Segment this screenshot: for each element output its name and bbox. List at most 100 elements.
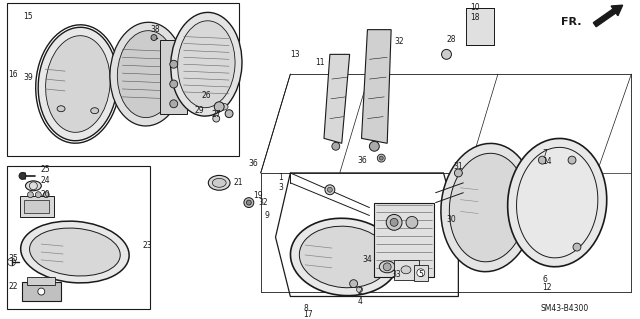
Circle shape bbox=[390, 219, 398, 226]
Text: 1: 1 bbox=[278, 174, 284, 182]
Polygon shape bbox=[324, 54, 349, 143]
Text: 6: 6 bbox=[542, 275, 547, 284]
Bar bbox=[24, 200, 49, 213]
Bar bbox=[6, 166, 150, 309]
Text: 13: 13 bbox=[291, 50, 300, 59]
Text: 18: 18 bbox=[470, 13, 480, 22]
Circle shape bbox=[406, 216, 418, 228]
Bar bbox=[374, 203, 434, 277]
Circle shape bbox=[225, 110, 233, 118]
Circle shape bbox=[568, 156, 576, 164]
Bar bbox=[467, 8, 494, 46]
Text: 7: 7 bbox=[542, 149, 547, 158]
Circle shape bbox=[417, 269, 425, 277]
Bar bbox=[6, 3, 239, 156]
Ellipse shape bbox=[20, 221, 129, 283]
Circle shape bbox=[538, 156, 547, 164]
Circle shape bbox=[386, 214, 402, 230]
Text: 36: 36 bbox=[249, 159, 259, 167]
Circle shape bbox=[44, 192, 49, 198]
Text: 17: 17 bbox=[303, 310, 313, 319]
Text: 4: 4 bbox=[358, 297, 362, 306]
Circle shape bbox=[383, 263, 391, 271]
Text: 28: 28 bbox=[447, 35, 456, 44]
Polygon shape bbox=[160, 40, 187, 114]
Circle shape bbox=[349, 280, 358, 288]
Text: 10: 10 bbox=[470, 4, 480, 12]
Bar bbox=[28, 277, 55, 285]
Text: 24: 24 bbox=[40, 176, 50, 185]
Text: 33: 33 bbox=[391, 270, 401, 279]
Ellipse shape bbox=[401, 266, 411, 274]
Text: 35: 35 bbox=[9, 255, 19, 263]
Ellipse shape bbox=[300, 226, 390, 288]
Circle shape bbox=[19, 173, 26, 179]
Text: 12: 12 bbox=[542, 283, 552, 292]
Circle shape bbox=[328, 187, 332, 192]
Ellipse shape bbox=[110, 22, 184, 126]
Text: 32: 32 bbox=[394, 37, 404, 46]
Bar bbox=[414, 265, 428, 281]
Text: 15: 15 bbox=[24, 12, 33, 21]
Circle shape bbox=[454, 169, 462, 177]
Text: 22: 22 bbox=[9, 282, 18, 291]
Text: 25: 25 bbox=[40, 166, 50, 174]
Text: 30: 30 bbox=[447, 215, 456, 224]
Ellipse shape bbox=[171, 12, 242, 116]
Ellipse shape bbox=[26, 181, 42, 191]
Text: 29: 29 bbox=[195, 106, 204, 115]
Circle shape bbox=[151, 34, 157, 41]
Text: 8: 8 bbox=[303, 304, 308, 313]
Ellipse shape bbox=[508, 138, 607, 267]
Text: 11: 11 bbox=[315, 58, 324, 67]
Circle shape bbox=[356, 286, 362, 293]
Text: 20: 20 bbox=[40, 190, 50, 199]
Text: 2: 2 bbox=[358, 287, 362, 296]
Text: 36: 36 bbox=[358, 156, 367, 165]
Text: 5: 5 bbox=[419, 270, 424, 279]
Circle shape bbox=[573, 243, 581, 251]
Ellipse shape bbox=[117, 31, 177, 118]
Ellipse shape bbox=[57, 106, 65, 112]
Ellipse shape bbox=[380, 261, 395, 273]
Circle shape bbox=[246, 200, 252, 205]
Text: FR.: FR. bbox=[561, 17, 582, 27]
Ellipse shape bbox=[178, 21, 235, 108]
Ellipse shape bbox=[449, 153, 527, 262]
Circle shape bbox=[214, 102, 224, 112]
Text: 31: 31 bbox=[453, 161, 463, 171]
Ellipse shape bbox=[209, 175, 230, 190]
Circle shape bbox=[442, 49, 451, 59]
Ellipse shape bbox=[212, 178, 226, 187]
Text: 27: 27 bbox=[211, 110, 221, 119]
Ellipse shape bbox=[29, 228, 120, 276]
Ellipse shape bbox=[291, 218, 399, 296]
Ellipse shape bbox=[218, 103, 228, 110]
Circle shape bbox=[369, 141, 380, 151]
Bar bbox=[394, 260, 419, 280]
Circle shape bbox=[244, 198, 254, 208]
Bar bbox=[22, 282, 61, 301]
Text: 19: 19 bbox=[253, 191, 262, 200]
Ellipse shape bbox=[38, 27, 118, 141]
Text: 38: 38 bbox=[150, 25, 159, 34]
Text: 23: 23 bbox=[142, 241, 152, 249]
Text: 21: 21 bbox=[233, 178, 243, 187]
Circle shape bbox=[378, 154, 385, 162]
Text: 3: 3 bbox=[278, 183, 284, 192]
Text: 9: 9 bbox=[265, 211, 269, 220]
Text: 14: 14 bbox=[542, 157, 552, 166]
Circle shape bbox=[28, 192, 33, 198]
Circle shape bbox=[332, 142, 340, 150]
Circle shape bbox=[35, 192, 42, 198]
Ellipse shape bbox=[441, 144, 535, 272]
Circle shape bbox=[170, 100, 178, 108]
Circle shape bbox=[170, 60, 178, 68]
Circle shape bbox=[325, 185, 335, 195]
Circle shape bbox=[170, 80, 178, 88]
FancyArrow shape bbox=[593, 5, 623, 27]
Polygon shape bbox=[362, 30, 391, 143]
Circle shape bbox=[380, 156, 383, 160]
Text: 34: 34 bbox=[362, 256, 372, 264]
Text: SM43-B4300: SM43-B4300 bbox=[540, 304, 589, 313]
